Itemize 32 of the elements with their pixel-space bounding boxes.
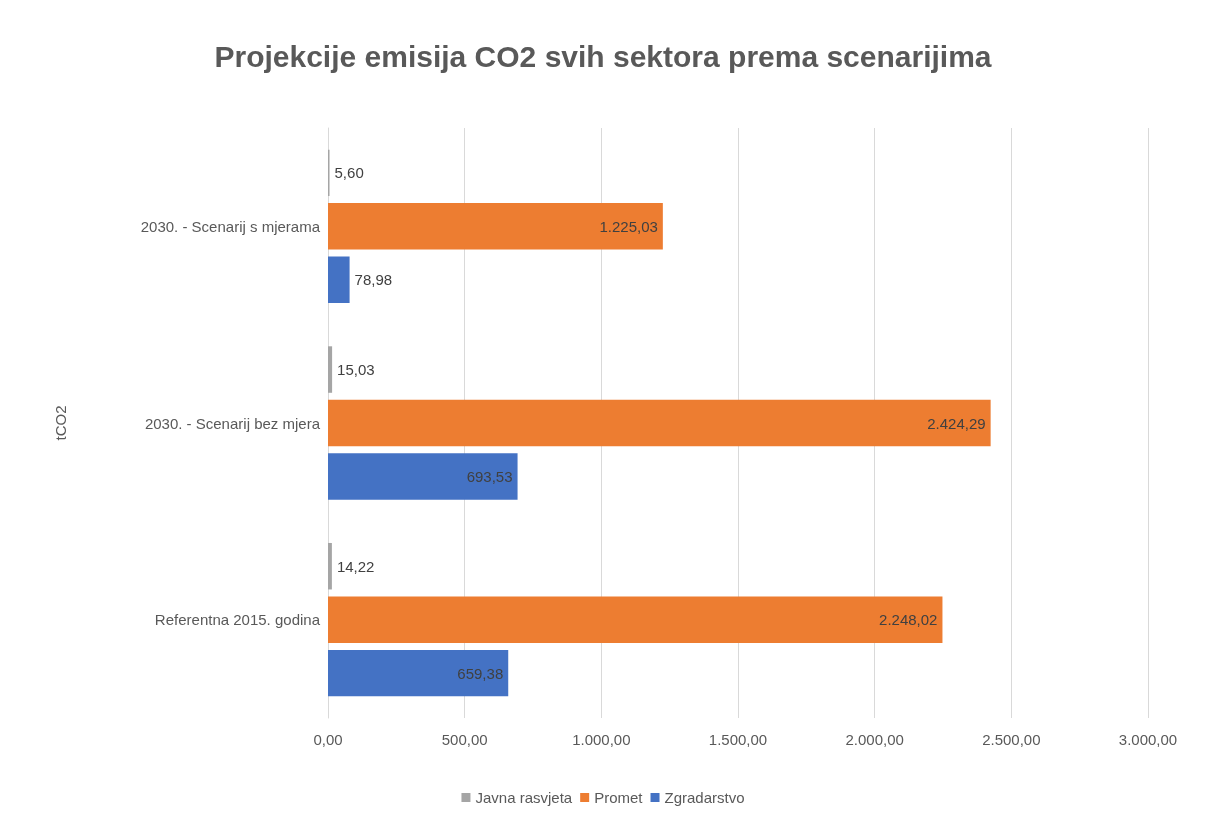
y-tick-label: Referentna 2015. godina (154, 611, 321, 629)
x-tick-label: 2.000,00 (845, 731, 904, 748)
y-tick-label: 2030. - Scenarij bez mjera (144, 414, 321, 432)
bar (328, 346, 333, 393)
legend-label: Zgradarstvo (664, 789, 745, 806)
data-label: 1.225,03 (599, 217, 658, 235)
bar (328, 542, 332, 590)
chart-title: Projekcije emisija CO2 svih sektora prema scenarijima (214, 39, 992, 73)
data-label: 15,03 (337, 361, 375, 379)
bar (328, 399, 991, 447)
x-tick-label: 3.000,00 (1118, 731, 1178, 748)
bar (328, 596, 943, 643)
data-label: 78,98 (354, 271, 393, 289)
legend-label: Javna rasvjeta (475, 789, 573, 806)
data-label: 659,38 (457, 664, 504, 682)
x-tick-label: 500,00 (441, 731, 488, 748)
data-label: 2.424,29 (927, 414, 986, 432)
data-label: 14,22 (336, 557, 375, 575)
y-tick-label: 2030. - Scenarij s mjerama (140, 217, 321, 235)
bar (328, 256, 350, 304)
y-axis-title: tCO2 (52, 405, 69, 441)
x-tick-label: 2.500,00 (982, 731, 1041, 748)
x-tick-label: 1.000,00 (572, 731, 631, 748)
bar (328, 203, 663, 250)
data-label: 5,60 (334, 164, 364, 182)
legend-label: Promet (594, 789, 644, 806)
x-tick-label: 1.500,00 (708, 731, 768, 748)
bar (328, 453, 518, 500)
data-label: 693,53 (466, 467, 513, 485)
x-tick-label: 0,00 (313, 731, 343, 748)
data-label: 2.248,02 (879, 611, 938, 629)
bar (328, 649, 509, 697)
